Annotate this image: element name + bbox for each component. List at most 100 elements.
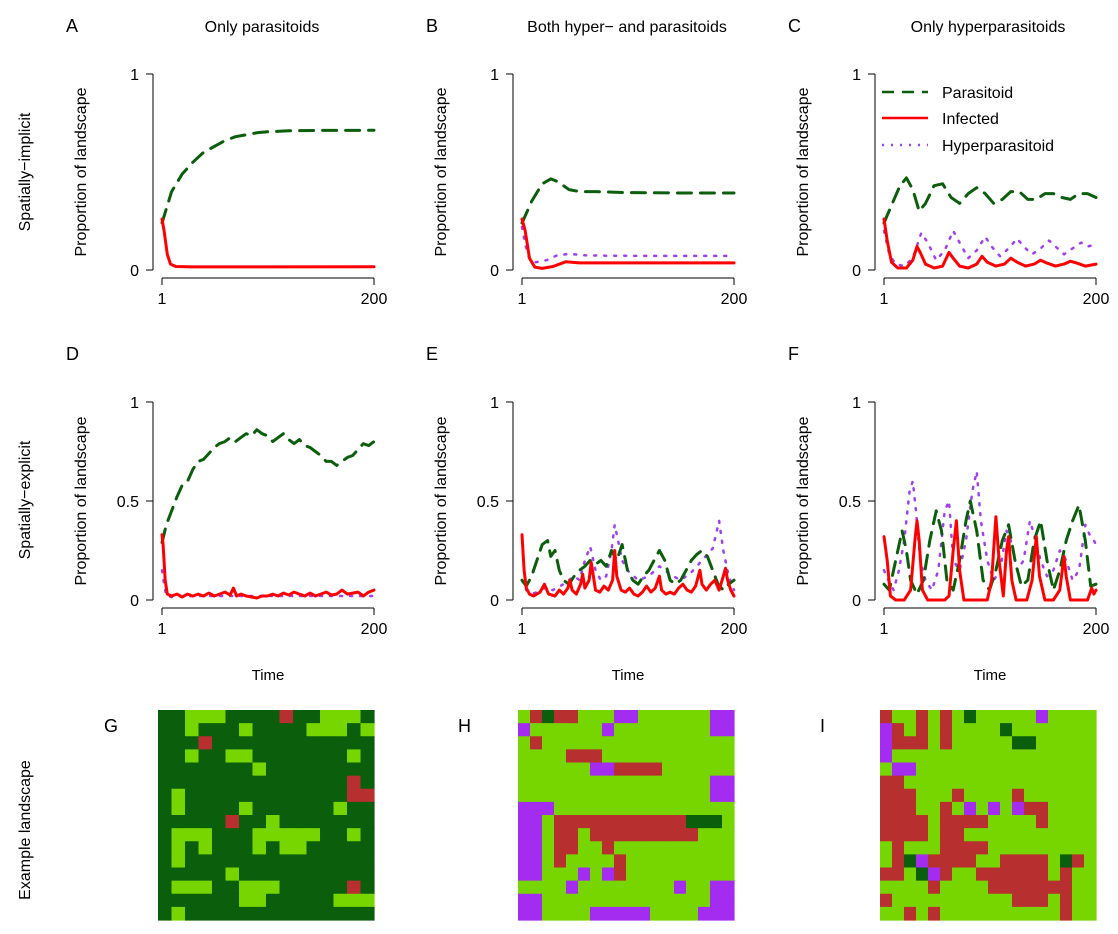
landscape-cell-h <box>710 788 723 803</box>
landscape-cell-g <box>320 749 335 764</box>
landscape-cell-i <box>1060 723 1073 737</box>
x-axis-label-d: Time <box>252 667 285 684</box>
landscape-cell-i <box>1048 815 1061 829</box>
landscape-cell-h <box>638 815 651 829</box>
landscape-cell-h <box>638 775 651 790</box>
landscape-cell-i <box>1012 788 1025 803</box>
landscape-cell-h <box>686 788 699 803</box>
y-tick-label-d-2: 1 <box>130 395 139 412</box>
y-tick-label-a-1: 1 <box>130 67 139 84</box>
series-hyperparasitoid-line-b <box>520 225 736 264</box>
landscape-cell-g <box>360 749 375 764</box>
landscape-cell-i <box>976 736 989 750</box>
landscape-cell-g <box>320 893 335 908</box>
y-tick-label-b-0: 0 <box>490 263 499 280</box>
landscape-cell-g <box>185 828 200 842</box>
landscape-cell-i <box>964 854 977 869</box>
landscape-cell-h <box>650 762 663 777</box>
landscape-cell-h <box>698 815 711 829</box>
landscape-cell-g <box>320 736 335 750</box>
landscape-cell-h <box>698 841 711 855</box>
landscape-cell-i <box>928 775 941 790</box>
landscape-cell-i <box>1000 815 1013 829</box>
landscape-cell-i <box>988 893 1001 908</box>
landscape-cell-i <box>880 723 893 737</box>
landscape-cell-g <box>185 723 200 737</box>
landscape-cell-g <box>266 828 281 842</box>
landscape-cell-h <box>722 723 735 737</box>
landscape-cell-h <box>518 893 531 908</box>
landscape-cell-h <box>722 893 735 908</box>
landscape-cell-g <box>239 906 254 921</box>
landscape-cell-h <box>698 736 711 750</box>
landscape-cell-g <box>333 749 348 764</box>
landscape-cell-h <box>590 854 603 869</box>
landscape-cell-h <box>722 854 735 869</box>
landscape-cell-g <box>266 854 281 869</box>
landscape-cell-g <box>333 893 348 908</box>
landscape-cell-i <box>1036 762 1049 777</box>
landscape-cell-i <box>904 723 917 737</box>
landscape-cell-g <box>239 854 254 869</box>
landscape-cell-h <box>638 749 651 764</box>
landscape-cell-g <box>347 867 362 882</box>
landscape-cell-g <box>320 775 335 790</box>
panel-a: A 1 200 0 1 Proportion of landscape <box>66 16 387 308</box>
landscape-cell-g <box>306 710 321 724</box>
landscape-cell-g <box>185 880 200 895</box>
landscape-cell-g <box>212 867 227 882</box>
landscape-cell-g <box>279 801 294 816</box>
landscape-cell-h <box>554 815 567 829</box>
landscape-cell-h <box>722 867 735 882</box>
landscape-cell-i <box>904 801 917 816</box>
landscape-cell-i <box>916 828 929 842</box>
landscape-cell-h <box>686 710 699 724</box>
landscape-cell-g <box>360 762 375 777</box>
landscape-cell-g <box>225 723 240 737</box>
landscape-cell-i <box>1060 906 1073 921</box>
landscape-cell-g <box>252 723 267 737</box>
landscape-cell-h <box>530 710 543 724</box>
landscape-cell-g <box>252 762 267 777</box>
landscape-cell-i <box>880 854 893 869</box>
landscape-cell-g <box>347 815 362 829</box>
landscape-cell-g <box>347 710 362 724</box>
landscape-cell-g <box>198 710 213 724</box>
x-tick-label-a-1: 200 <box>361 291 388 308</box>
landscape-cell-h <box>542 841 555 855</box>
landscape-cell-i <box>1024 828 1037 842</box>
landscape-cell-g <box>212 788 227 803</box>
landscape-cell-g <box>266 736 281 750</box>
landscape-cell-h <box>602 854 615 869</box>
landscape-cell-h <box>590 749 603 764</box>
landscape-cell-h <box>602 736 615 750</box>
landscape-cell-h <box>590 880 603 895</box>
landscape-cell-g <box>306 828 321 842</box>
landscape-cell-h <box>542 710 555 724</box>
landscape-cell-i <box>1084 710 1097 724</box>
landscape-cell-g <box>185 762 200 777</box>
landscape-cell-i <box>1048 867 1061 882</box>
x-tick-label-b-0: 1 <box>518 291 527 308</box>
landscape-cell-g <box>293 906 308 921</box>
landscape-cell-g <box>306 736 321 750</box>
landscape-cell-g <box>252 815 267 829</box>
landscape-cell-i <box>880 906 893 921</box>
landscape-cell-i <box>952 736 965 750</box>
landscape-cell-h <box>614 775 627 790</box>
series-infected-line-b <box>520 217 736 270</box>
landscape-cell-g <box>279 710 294 724</box>
landscape-cell-g <box>320 801 335 816</box>
y-tick-label-c-1: 1 <box>852 67 861 84</box>
landscape-cell-i <box>1000 749 1013 764</box>
landscape-cell-g <box>347 736 362 750</box>
landscape-cell-g <box>225 828 240 842</box>
landscape-cell-i <box>1024 736 1037 750</box>
landscape-cell-h <box>638 723 651 737</box>
landscape-cell-i <box>1000 880 1013 895</box>
landscape-cell-g <box>306 906 321 921</box>
landscape-cell-g <box>239 749 254 764</box>
landscape-cell-h <box>674 867 687 882</box>
landscape-cell-i <box>1024 710 1037 724</box>
landscape-cell-i <box>904 710 917 724</box>
